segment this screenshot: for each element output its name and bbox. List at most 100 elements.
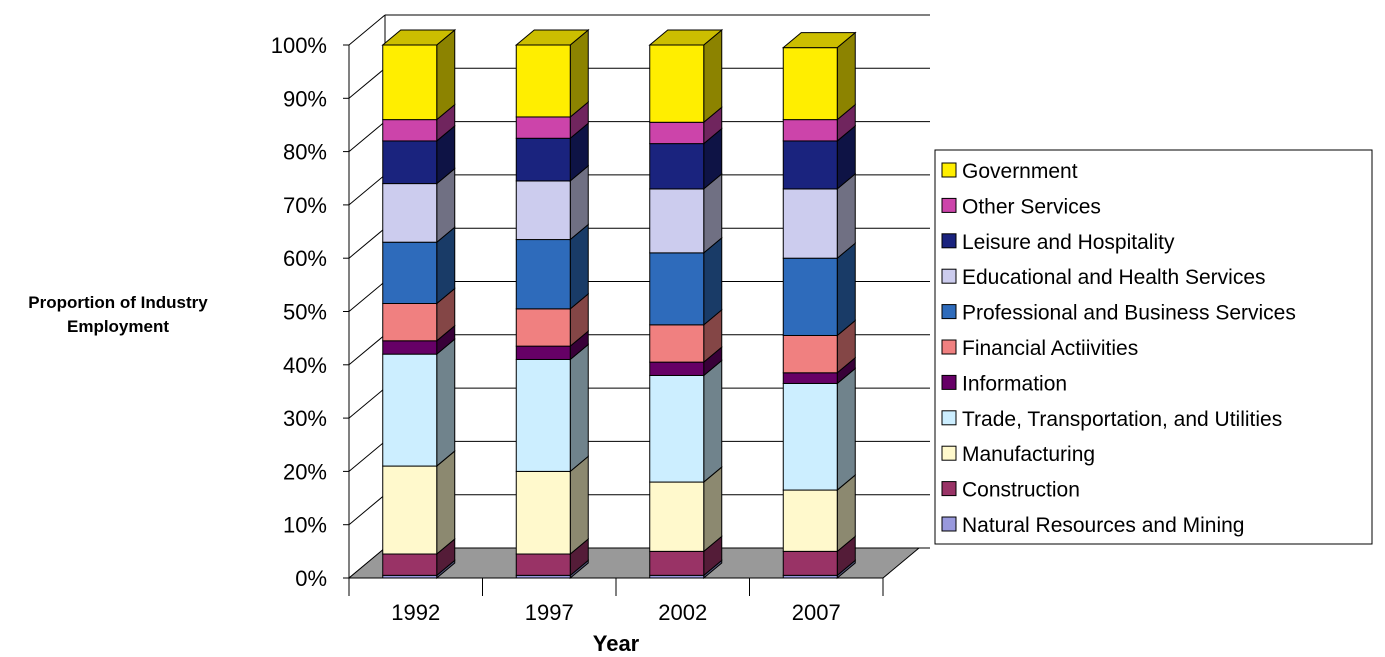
legend-swatch [941,445,957,461]
bar-side-2007 [836,242,856,337]
y-tick-label: 40% [283,353,327,378]
bar-segment-1997 [515,358,571,472]
gridline-diagonal [348,334,386,366]
bar-segment-2007 [782,550,838,576]
gridline-diagonal [348,174,386,206]
legend-label: Government [962,160,1078,183]
bar-segment-1992 [382,303,438,342]
y-tick-label: 90% [283,86,327,111]
gridline-diagonal [348,227,386,259]
bar-segment-1992 [382,553,438,576]
x-tick-label: 2007 [792,600,841,625]
bar-segment-2002 [649,324,705,363]
legend-swatch [941,516,957,532]
legend-label: Construction [962,479,1080,502]
y-tick-label: 50% [283,300,327,325]
legend-swatch [941,481,957,497]
bar-side-2002 [703,359,723,484]
legend-label: Trade, Transportation, and Utilities [962,408,1282,431]
bar-side-1997 [569,343,589,473]
bar-segment-1992 [382,140,438,185]
bar-segment-1997 [515,137,571,182]
bar-segment-1997 [515,308,571,347]
bar-segment-2002 [649,143,705,190]
legend-swatch [941,339,957,355]
gridline-diagonal [348,67,386,99]
bar-segment-2002 [649,188,705,254]
bar-segment-2002 [649,550,705,576]
legend-label: Educational and Health Services [962,266,1266,289]
bar-segment-2007 [782,140,838,190]
bar-segment-1997 [515,345,571,360]
legend-label: Professional and Business Services [962,302,1296,325]
bar-top-2007 [781,32,857,49]
bar-segment-1992 [382,340,438,355]
bar-side-2002 [703,28,723,124]
bar-side-1992 [436,28,456,121]
y-tick-label: 70% [283,193,327,218]
bar-segment-2002 [649,481,705,552]
gridline-diagonal [348,387,386,419]
gridline-diagonal [348,121,386,152]
bar-side-1997 [569,455,589,556]
chart-labels: 0% 10% 20% 30% 40% 50% 60% 70% 80% 90% 100% 1992 199… [271,33,841,625]
bar-segment-2007 [782,489,838,552]
legend-swatch [941,268,957,284]
bar-segment-1997 [515,116,571,139]
bar-segment-2007 [782,119,838,142]
bar-segment-2007 [782,257,838,336]
bar-segment-2002 [649,374,705,483]
x-tick-label: 1992 [391,600,440,625]
bar-segment-1997 [515,44,571,118]
y-axis-title-line2: Employment [67,317,169,336]
bar-side-2007 [836,367,856,492]
bar-segment-1992 [382,465,438,555]
legend-swatch [941,374,957,390]
x-axis-title: Year [593,631,640,656]
bar-side-1992 [436,450,456,556]
legend-label: Leisure and Hospitality [962,231,1175,254]
y-tick-label: 0% [295,566,327,591]
legend-box [934,149,1373,545]
legend-label: Other Services [962,195,1101,218]
y-tick-label: 60% [283,246,327,271]
bar-segment-2007 [782,188,838,259]
bar-top-1992 [381,29,457,46]
legend-swatch [941,197,957,213]
gridline-diagonal [348,441,386,472]
x-tick-label: 2002 [658,600,707,625]
bar-top-2002 [648,29,724,46]
bar-segment-1992 [382,119,438,142]
bar-segment-1997 [515,239,571,310]
legend-swatch [941,162,957,178]
y-tick-label: 10% [283,513,327,538]
y-tick-label: 30% [283,406,327,431]
y-tick-label: 80% [283,140,327,165]
bar-segment-1992 [382,241,438,305]
bar-segment-2007 [782,47,838,121]
bar-segment-1997 [515,553,571,576]
legend-label: Manufacturing [962,443,1095,466]
bar-side-1992 [436,338,456,468]
legend-swatch [941,233,957,249]
bar-segment-1992 [382,353,438,467]
bar-segment-1992 [382,44,438,121]
x-tick-label: 1997 [525,600,574,625]
chart-legend: Government Other Services Leisure and Hosp… [934,149,1373,545]
bar-segment-2002 [649,252,705,326]
y-tick-label: 100% [271,33,327,58]
y-axis-title-line1: Proportion of Industry [28,293,208,312]
bar-top-1997 [514,29,590,46]
gridline-diagonal [348,494,386,526]
bar-segment-1992 [382,183,438,243]
gridline-diagonal [348,14,386,46]
bar-segment-2002 [649,121,705,145]
bar-segment-2002 [649,361,705,376]
legend-swatch [941,304,957,320]
bar-segment-2007 [782,334,838,374]
legend-swatch [941,410,957,426]
chart-bars [381,28,857,580]
legend-label: Information [962,372,1067,395]
legend-label: Financial Actiivities [962,337,1138,360]
